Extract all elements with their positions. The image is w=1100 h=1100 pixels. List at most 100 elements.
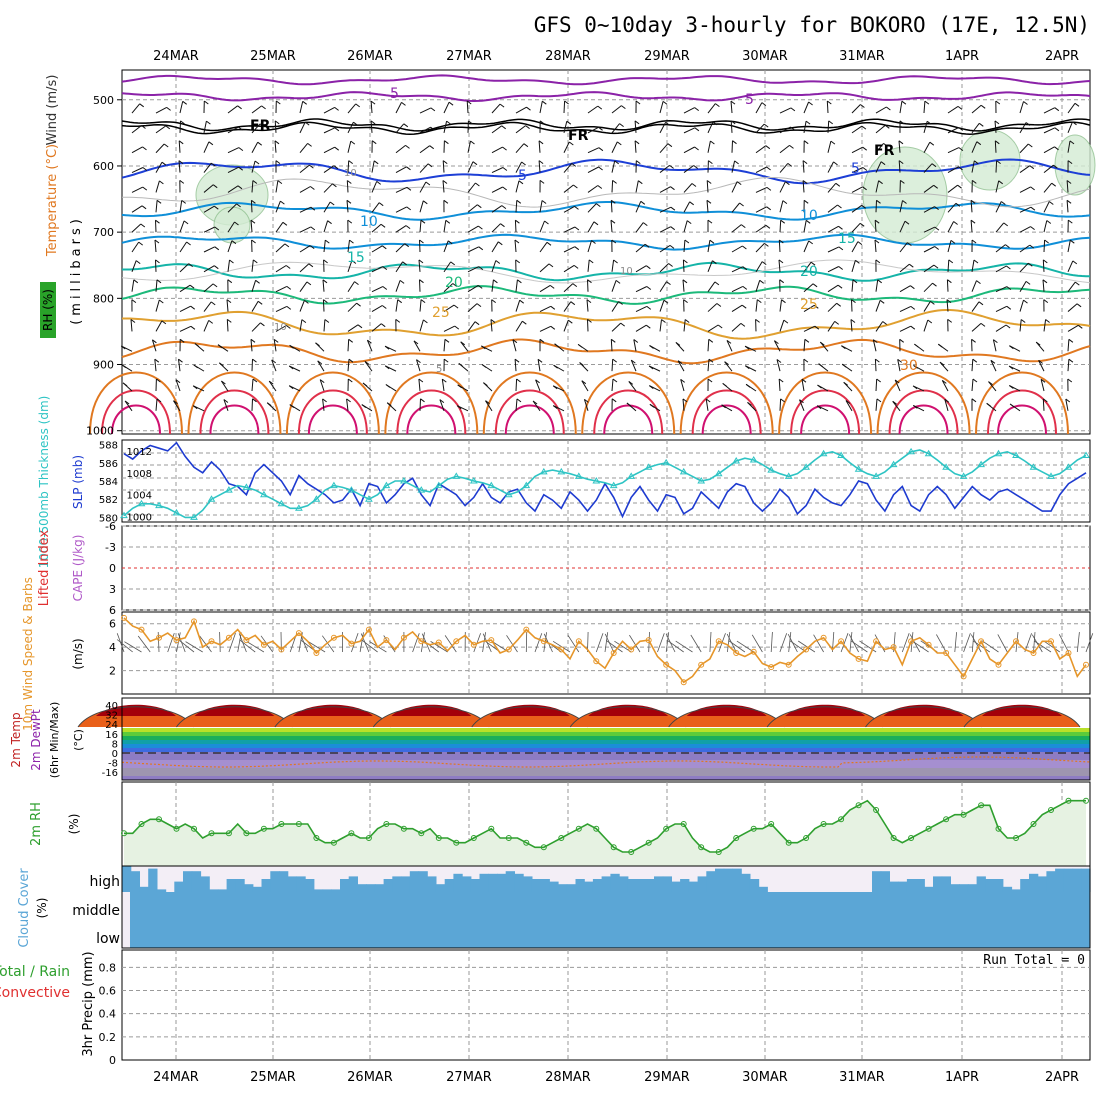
wind-speed-line-marker xyxy=(488,637,495,644)
wind-barb xyxy=(611,359,614,372)
wind-barb-flag xyxy=(418,378,424,383)
wind-barb xyxy=(515,398,518,411)
temperature-tick-label: 8 xyxy=(112,739,118,750)
wind-barb xyxy=(851,204,862,213)
wind-barb xyxy=(419,299,422,312)
pressure-tick-label: 700 xyxy=(93,226,114,239)
wind-barb-flag xyxy=(747,401,752,406)
wind-barb-flag xyxy=(309,164,314,169)
wind-barb-flag xyxy=(707,378,713,383)
wind-barb xyxy=(923,121,928,134)
wind-barb-flag xyxy=(1078,324,1083,329)
wind-barb-flag xyxy=(635,100,641,105)
wind-barb xyxy=(970,220,973,233)
wind-barb-flag xyxy=(669,164,674,169)
wind-speed-axis-label: 10m Wind Speed & Barbs xyxy=(21,577,35,731)
wind-barb-flag xyxy=(1054,107,1060,112)
wind-barb-flag xyxy=(614,160,620,165)
surface-wind-barb xyxy=(728,640,746,653)
wind-barb-flag xyxy=(682,398,688,403)
wind-barb-flag xyxy=(192,405,198,410)
wind-barb-flag xyxy=(1006,265,1011,270)
wind-barb xyxy=(971,323,982,332)
high-cloud-bar xyxy=(401,876,411,892)
wind-barb xyxy=(515,161,523,173)
wind-barb xyxy=(923,319,929,332)
wind-speed-line-marker xyxy=(295,630,302,637)
wind-barb xyxy=(347,339,350,352)
wind-speed-line-marker xyxy=(750,648,757,655)
wind-barb xyxy=(538,140,541,153)
wind-barb-flag xyxy=(934,206,939,211)
wind-barb-flag xyxy=(745,383,751,388)
wind-barb xyxy=(635,180,639,193)
wind-speed-line-marker xyxy=(610,650,617,656)
wind-barb-flag xyxy=(900,179,905,184)
wind-barb xyxy=(826,100,829,114)
wind-barb-flag xyxy=(912,404,918,409)
rh-line-marker xyxy=(768,821,775,827)
wind-barb-flag xyxy=(568,141,574,146)
surface-heat-contour xyxy=(396,389,467,435)
wind-speed-line-marker xyxy=(243,637,250,644)
wind-barb xyxy=(683,183,693,193)
upper-air-contours xyxy=(89,74,1096,435)
high-cloud-bar xyxy=(409,871,420,892)
wind-barb xyxy=(563,246,576,253)
wind-barb xyxy=(755,299,758,312)
wind-barb xyxy=(395,225,407,233)
wind-barb xyxy=(586,299,589,312)
wind-barb-flag xyxy=(620,322,626,327)
wind-barb xyxy=(227,126,239,134)
wind-barb-flag xyxy=(1068,358,1074,363)
wind-barb-flag xyxy=(373,160,379,165)
wind-barb xyxy=(491,241,499,253)
rh-line-marker xyxy=(208,830,215,837)
wind-barb xyxy=(875,321,884,332)
wind-barb-flag xyxy=(1067,160,1073,165)
wind-barb-flag xyxy=(347,378,353,383)
wind-barb-flag xyxy=(361,404,367,409)
wind-barb-flag xyxy=(838,225,843,230)
wind-barb xyxy=(203,205,215,213)
surface-heat-contour xyxy=(691,389,762,435)
thickness-line-marker xyxy=(1029,463,1038,470)
wind-barb-flag xyxy=(766,206,772,211)
wind-barb-flag xyxy=(886,106,891,111)
surface-wind-barb xyxy=(874,634,886,653)
wind-barb-flag xyxy=(1043,259,1048,264)
wind-barb xyxy=(1019,299,1024,312)
wind-barb-flag xyxy=(715,103,720,107)
high-cloud-bar xyxy=(156,889,167,892)
temperature-peak xyxy=(489,704,570,716)
wind-barb-flag xyxy=(766,186,772,191)
wind-barb xyxy=(251,160,256,173)
wind-barb-flag xyxy=(286,305,292,310)
wind-barb-flag xyxy=(1066,180,1072,184)
wind-barb xyxy=(827,120,830,133)
wind-barb-flag xyxy=(323,299,328,304)
wind-barb xyxy=(707,359,710,372)
temperature-tick-label: 40 xyxy=(105,701,118,712)
wind-barb-flag xyxy=(761,261,767,266)
wind-barb xyxy=(610,339,613,352)
high-cloud-bar xyxy=(898,881,908,892)
wind-barb-flag xyxy=(156,378,161,383)
wind-barb-flag xyxy=(851,299,856,304)
chart-title: GFS 0~10day 3-hourly for BOKORO (17E, 12… xyxy=(534,13,1090,37)
wind-barb-flag xyxy=(573,264,579,269)
surface-wind-barb xyxy=(813,634,824,653)
wind-barb-flag xyxy=(124,400,130,405)
wind-barb xyxy=(395,123,405,134)
wind-barb-flag xyxy=(802,160,808,165)
wind-barb-flag xyxy=(1042,279,1048,284)
wind-barb-flag xyxy=(634,120,640,125)
wind-barb-flag xyxy=(1030,226,1035,231)
rh-line-marker xyxy=(138,821,145,827)
wind-barb-flag xyxy=(190,305,195,310)
wind-barb xyxy=(347,281,355,292)
wind-barb-flag xyxy=(593,221,599,226)
wind-barb xyxy=(563,121,568,133)
wind-barb xyxy=(491,279,494,292)
high-cloud-bar xyxy=(1011,889,1021,892)
